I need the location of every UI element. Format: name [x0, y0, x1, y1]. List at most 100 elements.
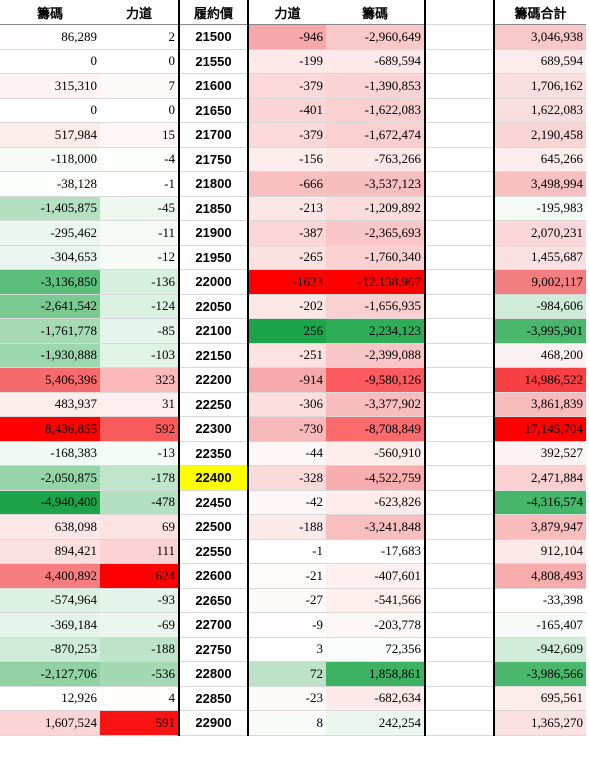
cell-chip-right[interactable]: -1,622,083 — [326, 98, 426, 123]
cell-force-left[interactable]: 2 — [100, 24, 180, 50]
header-chip-left[interactable]: 籌碼 — [0, 0, 100, 25]
cell-force-left[interactable]: 592 — [100, 416, 180, 442]
cell-chip-left[interactable]: 517,984 — [0, 122, 100, 148]
cell-strike[interactable]: 22250 — [179, 392, 249, 417]
cell-chip-right[interactable]: 72,356 — [326, 637, 426, 662]
cell-force-left[interactable]: 69 — [100, 514, 180, 540]
cell-force-left[interactable]: 4 — [100, 686, 180, 711]
cell-chip-total[interactable]: -195,983 — [493, 196, 586, 221]
cell-chip-right[interactable]: 242,254 — [326, 710, 426, 736]
cell-chip-left[interactable]: 4,400,892 — [0, 563, 100, 589]
cell-force-right[interactable]: -27 — [248, 588, 326, 613]
cell-chip-right[interactable]: -8,708,849 — [326, 416, 426, 442]
cell-chip-total[interactable]: -942,609 — [493, 637, 586, 662]
cell-chip-total[interactable]: 695,561 — [493, 686, 586, 711]
cell-force-right[interactable]: -251 — [248, 343, 326, 368]
cell-force-left[interactable]: -11 — [100, 220, 180, 246]
cell-chip-left[interactable]: -1,930,888 — [0, 343, 100, 368]
cell-chip-total[interactable]: 1,455,687 — [493, 245, 586, 270]
cell-strike[interactable]: 21900 — [179, 220, 249, 246]
cell-chip-total[interactable]: 468,200 — [493, 343, 586, 368]
cell-chip-total[interactable]: 2,190,458 — [493, 122, 586, 148]
cell-force-left[interactable]: 7 — [100, 73, 180, 99]
cell-chip-total[interactable]: -4,316,574 — [493, 490, 586, 515]
cell-strike[interactable]: 22450 — [179, 490, 249, 515]
cell-force-right[interactable]: -42 — [248, 490, 326, 515]
header-force-right[interactable]: 力道 — [248, 0, 326, 25]
cell-strike[interactable]: 22500 — [179, 514, 249, 540]
cell-force-left[interactable]: -124 — [100, 294, 180, 319]
cell-force-right[interactable]: -265 — [248, 245, 326, 270]
cell-chip-total[interactable]: 689,594 — [493, 49, 586, 74]
cell-chip-left[interactable]: 638,098 — [0, 514, 100, 540]
cell-force-left[interactable]: -178 — [100, 465, 180, 491]
cell-strike[interactable]: 22100 — [179, 318, 249, 344]
cell-chip-left[interactable]: -2,050,875 — [0, 465, 100, 491]
cell-chip-total[interactable]: 1,706,162 — [493, 73, 586, 99]
cell-force-right[interactable]: -946 — [248, 24, 326, 50]
cell-force-left[interactable]: 323 — [100, 367, 180, 393]
cell-force-right[interactable]: -401 — [248, 98, 326, 123]
cell-chip-total[interactable]: -33,398 — [493, 588, 586, 613]
cell-strike[interactable]: 22800 — [179, 661, 249, 687]
cell-force-left[interactable]: 0 — [100, 49, 180, 74]
cell-force-right[interactable]: 3 — [248, 637, 326, 662]
cell-strike[interactable]: 21700 — [179, 122, 249, 148]
cell-force-right[interactable]: -730 — [248, 416, 326, 442]
cell-chip-total[interactable]: 912,104 — [493, 539, 586, 564]
cell-strike[interactable]: 22300 — [179, 416, 249, 442]
cell-chip-right[interactable]: -9,580,126 — [326, 367, 426, 393]
cell-force-left[interactable]: -103 — [100, 343, 180, 368]
cell-force-right[interactable]: -213 — [248, 196, 326, 221]
cell-force-right[interactable]: 72 — [248, 661, 326, 687]
cell-strike[interactable]: 22150 — [179, 343, 249, 368]
cell-chip-total[interactable]: 14,986,522 — [493, 367, 586, 393]
cell-chip-right[interactable]: -3,241,848 — [326, 514, 426, 540]
cell-chip-total[interactable]: -165,407 — [493, 612, 586, 638]
cell-chip-left[interactable]: 5,406,396 — [0, 367, 100, 393]
header-force-left[interactable]: 力道 — [100, 0, 180, 25]
cell-strike[interactable]: 22200 — [179, 367, 249, 393]
cell-chip-right[interactable]: 2,234,123 — [326, 318, 426, 344]
cell-chip-left[interactable]: -304,653 — [0, 245, 100, 270]
cell-force-right[interactable]: -1623 — [248, 269, 326, 295]
cell-strike[interactable]: 22000 — [179, 269, 249, 295]
cell-force-right[interactable]: -379 — [248, 122, 326, 148]
cell-chip-right[interactable]: -2,365,693 — [326, 220, 426, 246]
cell-chip-total[interactable]: -3,986,566 — [493, 661, 586, 687]
cell-force-right[interactable]: -21 — [248, 563, 326, 589]
cell-chip-right[interactable]: -541,566 — [326, 588, 426, 613]
cell-chip-left[interactable]: 1,607,524 — [0, 710, 100, 736]
header-strike[interactable]: 履約價 — [179, 0, 249, 25]
cell-force-left[interactable]: -478 — [100, 490, 180, 515]
cell-force-left[interactable]: -536 — [100, 661, 180, 687]
cell-force-right[interactable]: -188 — [248, 514, 326, 540]
cell-chip-total[interactable]: 9,002,117 — [493, 269, 586, 295]
cell-force-left[interactable]: -93 — [100, 588, 180, 613]
cell-strike[interactable]: 22900 — [179, 710, 249, 736]
cell-force-left[interactable]: -45 — [100, 196, 180, 221]
cell-force-right[interactable]: -199 — [248, 49, 326, 74]
cell-chip-total[interactable]: 392,527 — [493, 441, 586, 466]
cell-force-right[interactable]: -44 — [248, 441, 326, 466]
cell-chip-left[interactable]: 0 — [0, 98, 100, 123]
cell-strike[interactable]: 22050 — [179, 294, 249, 319]
cell-chip-total[interactable]: -984,606 — [493, 294, 586, 319]
cell-chip-left[interactable]: -369,184 — [0, 612, 100, 638]
cell-force-left[interactable]: 31 — [100, 392, 180, 417]
cell-force-right[interactable]: -379 — [248, 73, 326, 99]
cell-chip-left[interactable]: 894,421 — [0, 539, 100, 564]
cell-chip-left[interactable]: 483,937 — [0, 392, 100, 417]
cell-strike[interactable]: 21600 — [179, 73, 249, 99]
cell-chip-total[interactable]: 3,879,947 — [493, 514, 586, 540]
cell-strike[interactable]: 21800 — [179, 171, 249, 197]
cell-force-right[interactable]: 256 — [248, 318, 326, 344]
cell-chip-left[interactable]: -870,253 — [0, 637, 100, 662]
cell-force-left[interactable]: -85 — [100, 318, 180, 344]
cell-strike[interactable]: 22750 — [179, 637, 249, 662]
cell-force-right[interactable]: -1 — [248, 539, 326, 564]
cell-strike[interactable]: 21950 — [179, 245, 249, 270]
cell-chip-total[interactable]: 1,622,083 — [493, 98, 586, 123]
cell-chip-total[interactable]: 3,046,938 — [493, 24, 586, 50]
cell-force-right[interactable]: -9 — [248, 612, 326, 638]
